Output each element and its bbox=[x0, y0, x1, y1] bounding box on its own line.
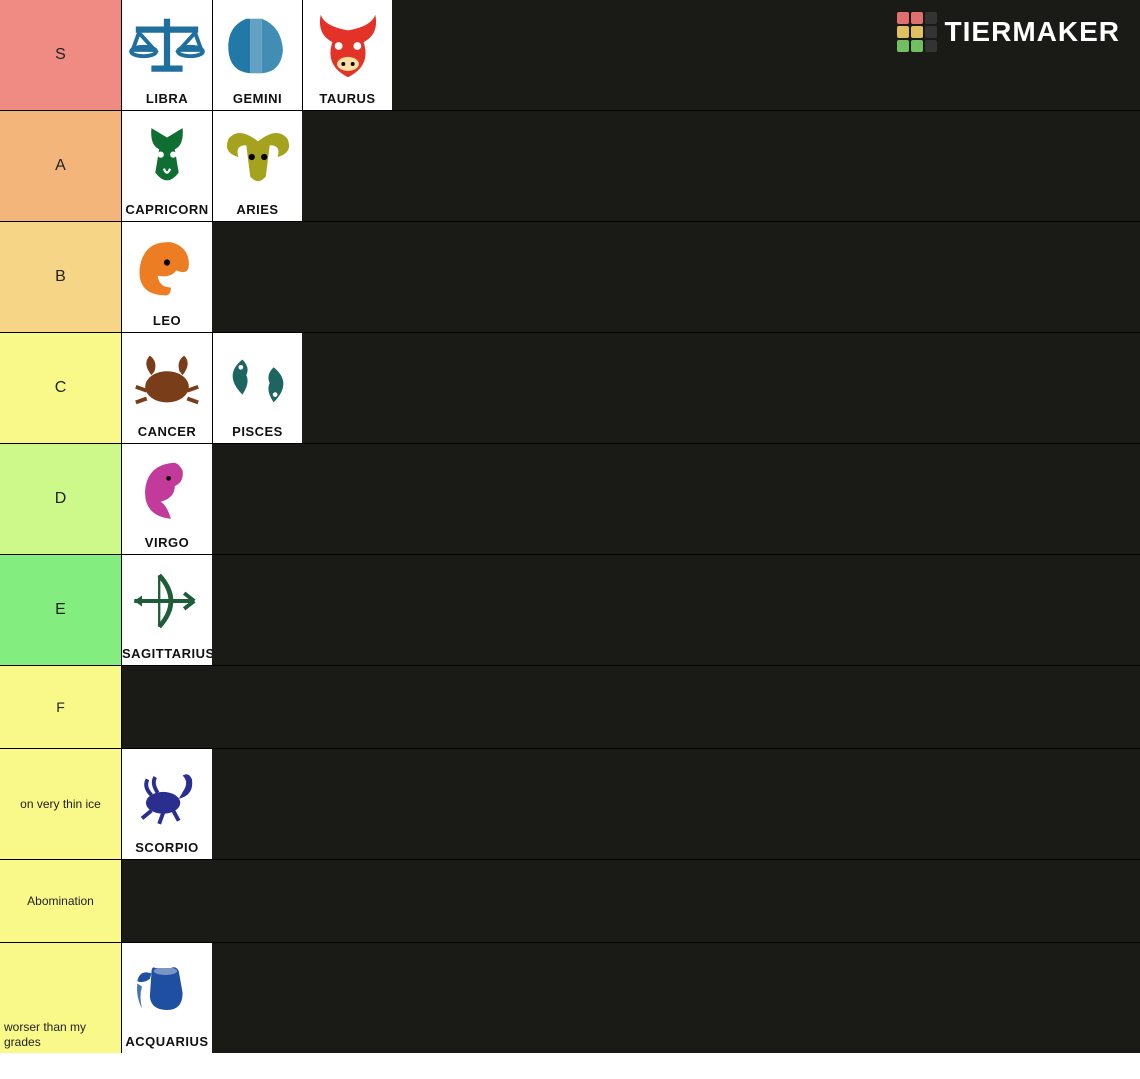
tier-items-c[interactable]: CANCERPISCES bbox=[122, 333, 1140, 443]
tier-items-f[interactable] bbox=[122, 666, 1140, 748]
zodiac-card-taurus[interactable]: TAURUS bbox=[302, 0, 392, 110]
zodiac-label-aries: ARIES bbox=[213, 202, 302, 221]
sagittarius-icon bbox=[122, 555, 212, 646]
tier-label-e[interactable]: E bbox=[0, 555, 122, 665]
leo-icon bbox=[122, 222, 212, 313]
zodiac-label-scorpio: SCORPIO bbox=[122, 840, 212, 859]
zodiac-card-gemini[interactable]: GEMINI bbox=[212, 0, 302, 110]
zodiac-card-leo[interactable]: LEO bbox=[122, 222, 212, 332]
zodiac-label-gemini: GEMINI bbox=[213, 91, 302, 110]
zodiac-label-capricorn: CAPRICORN bbox=[122, 202, 212, 221]
tier-label-d[interactable]: D bbox=[0, 444, 122, 554]
tier-row-abomination: Abomination bbox=[0, 859, 1140, 942]
zodiac-label-sagittarius: SAGITTARIUS bbox=[122, 646, 212, 665]
tier-row-a: ACAPRICORNARIES bbox=[0, 110, 1140, 221]
libra-icon bbox=[122, 0, 212, 91]
tier-items-e[interactable]: SAGITTARIUS bbox=[122, 555, 1140, 665]
tier-row-b: BLEO bbox=[0, 221, 1140, 332]
zodiac-card-pisces[interactable]: PISCES bbox=[212, 333, 302, 443]
tier-items-worser[interactable]: ACQUARIUS bbox=[122, 943, 1140, 1053]
watermark-grid-icon bbox=[897, 12, 937, 52]
tier-items-abomination[interactable] bbox=[122, 860, 1140, 942]
cancer-icon bbox=[122, 333, 212, 424]
zodiac-label-leo: LEO bbox=[122, 313, 212, 332]
zodiac-card-scorpio[interactable]: SCORPIO bbox=[122, 749, 212, 859]
tiermaker-watermark: TIERMAKER bbox=[897, 12, 1120, 52]
tier-label-thin-ice[interactable]: on very thin ice bbox=[0, 749, 122, 859]
zodiac-card-sagittarius[interactable]: SAGITTARIUS bbox=[122, 555, 212, 665]
taurus-icon bbox=[303, 0, 392, 91]
zodiac-label-cancer: CANCER bbox=[122, 424, 212, 443]
tier-row-c: CCANCERPISCES bbox=[0, 332, 1140, 443]
zodiac-card-libra[interactable]: LIBRA bbox=[122, 0, 212, 110]
zodiac-card-capricorn[interactable]: CAPRICORN bbox=[122, 111, 212, 221]
zodiac-card-aquarius[interactable]: ACQUARIUS bbox=[122, 943, 212, 1053]
pisces-icon bbox=[213, 333, 302, 424]
tier-items-b[interactable]: LEO bbox=[122, 222, 1140, 332]
zodiac-label-libra: LIBRA bbox=[122, 91, 212, 110]
tier-list: TIERMAKER SLIBRAGEMINITAURUSACAPRICORNAR… bbox=[0, 0, 1140, 1053]
zodiac-label-pisces: PISCES bbox=[213, 424, 302, 443]
tier-label-f[interactable]: F bbox=[0, 666, 122, 748]
tier-label-a[interactable]: A bbox=[0, 111, 122, 221]
watermark-text: TIERMAKER bbox=[945, 16, 1120, 48]
tier-items-d[interactable]: VIRGO bbox=[122, 444, 1140, 554]
tier-label-s[interactable]: S bbox=[0, 0, 122, 110]
tier-items-a[interactable]: CAPRICORNARIES bbox=[122, 111, 1140, 221]
zodiac-label-aquarius: ACQUARIUS bbox=[122, 1034, 212, 1053]
tier-row-f: F bbox=[0, 665, 1140, 748]
tier-items-thin-ice[interactable]: SCORPIO bbox=[122, 749, 1140, 859]
aries-icon bbox=[213, 111, 302, 202]
tier-label-b[interactable]: B bbox=[0, 222, 122, 332]
tier-row-e: ESAGITTARIUS bbox=[0, 554, 1140, 665]
tier-row-d: DVIRGO bbox=[0, 443, 1140, 554]
zodiac-card-aries[interactable]: ARIES bbox=[212, 111, 302, 221]
capricorn-icon bbox=[122, 111, 212, 202]
tier-label-worser[interactable]: worser than my grades bbox=[0, 943, 122, 1053]
zodiac-label-taurus: TAURUS bbox=[303, 91, 392, 110]
gemini-icon bbox=[213, 0, 302, 91]
tier-row-worser: worser than my gradesACQUARIUS bbox=[0, 942, 1140, 1053]
tier-label-c[interactable]: C bbox=[0, 333, 122, 443]
zodiac-card-virgo[interactable]: VIRGO bbox=[122, 444, 212, 554]
zodiac-label-virgo: VIRGO bbox=[122, 535, 212, 554]
aquarius-icon bbox=[122, 943, 212, 1034]
tier-row-thin-ice: on very thin iceSCORPIO bbox=[0, 748, 1140, 859]
virgo-icon bbox=[122, 444, 212, 535]
zodiac-card-cancer[interactable]: CANCER bbox=[122, 333, 212, 443]
scorpio-icon bbox=[122, 749, 212, 840]
tier-label-abomination[interactable]: Abomination bbox=[0, 860, 122, 942]
